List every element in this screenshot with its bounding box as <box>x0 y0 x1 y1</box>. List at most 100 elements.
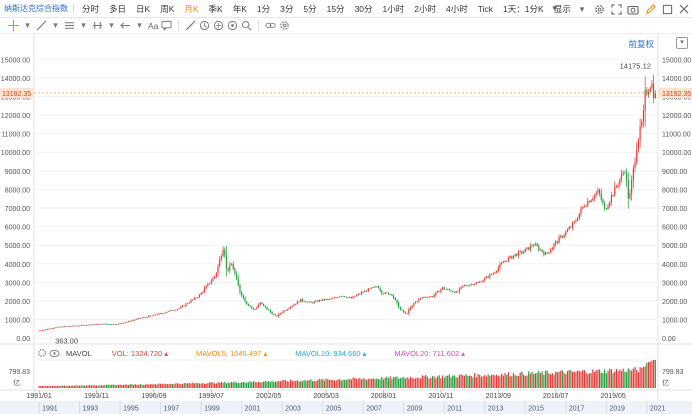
period-intraday[interactable]: 分时 <box>82 3 100 14</box>
volume-bar <box>207 383 209 388</box>
arrow-icon[interactable] <box>120 20 131 32</box>
volume-bar <box>342 379 344 388</box>
period-4hour[interactable]: 4小时 <box>446 3 468 14</box>
volume-bar <box>509 376 511 388</box>
volume-bar <box>143 384 145 388</box>
candle-body <box>55 327 57 329</box>
period-custom-dropdown[interactable]: 1天：1分K <box>503 3 544 14</box>
volume-bar <box>310 379 312 388</box>
pencil-icon[interactable] <box>644 3 656 15</box>
period-1min[interactable]: 1分 <box>256 3 271 14</box>
ruler-icon[interactable] <box>185 20 196 32</box>
chevron-down-icon[interactable]: ▾ <box>676 37 688 49</box>
period-week[interactable]: 周K <box>160 3 175 14</box>
candle-body <box>484 277 486 281</box>
candle-body <box>116 324 118 326</box>
candle-body <box>393 295 395 298</box>
period-5min[interactable]: 5分 <box>303 3 317 14</box>
volume-bar <box>632 368 634 388</box>
volume-bar <box>452 375 454 388</box>
chevron-down-icon[interactable]: ▾ <box>579 3 585 14</box>
grid-icon[interactable] <box>64 20 75 32</box>
volume-bar <box>386 376 388 388</box>
volume-indicator-name[interactable]: MAVOL <box>66 348 92 358</box>
volume-bar <box>629 369 631 388</box>
link-icon[interactable] <box>265 20 276 32</box>
volume-bar <box>359 378 361 388</box>
candle-body <box>556 241 558 243</box>
volume-bar <box>431 376 434 388</box>
volume-bar <box>242 382 244 388</box>
period-2hour[interactable]: 2小时 <box>414 3 436 14</box>
volume-bar <box>200 383 202 388</box>
volume-bar <box>560 370 562 388</box>
chevron-down-icon[interactable]: ▾ <box>109 20 114 30</box>
text-tool[interactable]: Aa <box>148 20 159 31</box>
fork-icon[interactable] <box>92 20 103 32</box>
y-tick-label: 15000.00 <box>1 57 30 64</box>
circle-icon[interactable] <box>213 20 224 32</box>
chevron-down-icon[interactable]: ▾ <box>81 20 86 30</box>
volume-bar <box>376 378 378 388</box>
candle-body <box>67 326 69 327</box>
period-15min[interactable]: 15分 <box>326 3 345 14</box>
volume-bar <box>170 383 172 388</box>
period-tick[interactable]: Tick <box>477 3 493 14</box>
crosshair-icon[interactable] <box>8 20 19 32</box>
close-icon[interactable] <box>678 3 690 15</box>
square-icon[interactable] <box>661 3 673 15</box>
candle-body <box>41 330 44 332</box>
candle-body <box>509 256 511 258</box>
period-year[interactable]: 年K <box>232 3 247 14</box>
volume-bar <box>136 384 138 388</box>
period-1hour[interactable]: 1小时 <box>382 3 405 14</box>
period-multi-day[interactable]: 多日 <box>109 3 127 14</box>
volume-bar <box>176 383 179 388</box>
chevron-down-icon[interactable]: ▾ <box>53 20 58 30</box>
candle-body <box>70 326 72 327</box>
shape-icon[interactable] <box>227 20 238 32</box>
price-adjust-toggle[interactable]: 前复权 <box>628 39 654 49</box>
candle-body <box>190 300 192 303</box>
volume-bar <box>514 375 516 388</box>
volume-bar <box>418 378 420 388</box>
candle-body <box>156 314 158 316</box>
period-day[interactable]: 日K <box>136 3 151 14</box>
chevron-down-icon[interactable]: ▾ <box>137 20 142 30</box>
fullscreen-icon[interactable] <box>610 3 622 15</box>
y-tick-label: 8000.00 <box>5 187 30 194</box>
candle-body <box>465 285 467 287</box>
candle-body <box>133 320 135 321</box>
candle-body <box>387 292 390 295</box>
comment-icon[interactable] <box>161 20 172 32</box>
volume-bar <box>590 373 592 388</box>
trend-line-icon[interactable] <box>36 20 47 32</box>
zoom-icon[interactable] <box>241 20 252 32</box>
volume-bar <box>578 370 580 388</box>
gear-icon[interactable] <box>36 347 48 359</box>
candle-body <box>288 308 290 310</box>
x-year-label: 2009 <box>407 406 423 413</box>
instrument-title[interactable]: 纳斯达克综合指数 <box>4 4 68 13</box>
period-month[interactable]: 月K <box>184 3 199 14</box>
chevron-down-icon[interactable]: ▾ <box>552 3 557 13</box>
chevron-down-icon[interactable]: ▾ <box>25 20 30 30</box>
candle-body <box>43 329 45 331</box>
period-30min[interactable]: 30分 <box>354 3 373 14</box>
period-3min[interactable]: 3分 <box>280 3 294 14</box>
camera-icon[interactable] <box>627 3 639 15</box>
eye-icon[interactable] <box>48 347 60 359</box>
candle-body <box>144 317 147 318</box>
gear-icon[interactable] <box>593 3 605 15</box>
period-quarter[interactable]: 季K <box>208 3 223 14</box>
candle-body <box>517 251 520 256</box>
x-year-label: 2015 <box>528 406 544 413</box>
volume-bar <box>492 374 494 388</box>
candle-body <box>239 285 241 293</box>
price-tag-left-label: 13192.35 <box>2 91 31 98</box>
measure-icon[interactable] <box>199 20 210 32</box>
candle-body <box>386 292 388 294</box>
display-menu[interactable]: 显示 <box>553 4 571 14</box>
settings-icon[interactable] <box>279 20 290 32</box>
